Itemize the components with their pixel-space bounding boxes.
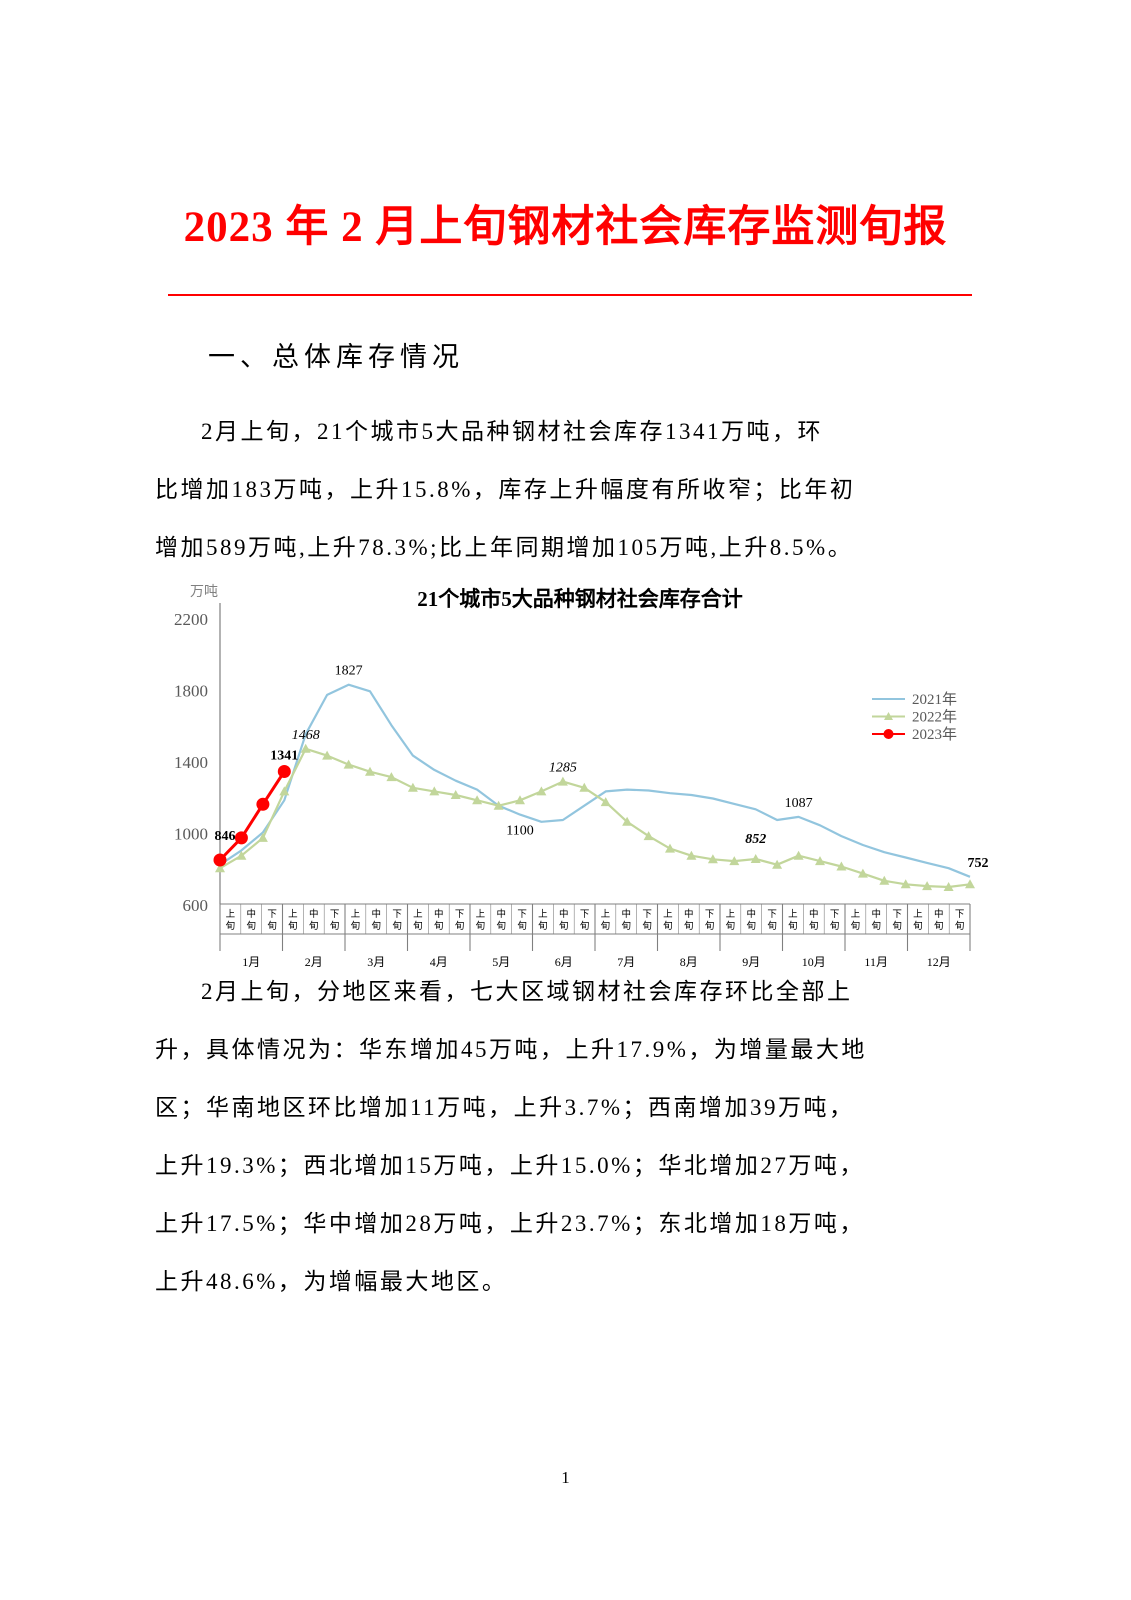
svg-text:旬: 旬: [642, 920, 652, 932]
svg-text:2022年: 2022年: [912, 709, 957, 726]
svg-text:下: 下: [330, 910, 340, 920]
svg-text:1827: 1827: [335, 664, 363, 679]
svg-text:旬: 旬: [746, 920, 756, 932]
svg-text:旬: 旬: [351, 920, 361, 932]
svg-text:上: 上: [663, 909, 673, 920]
svg-text:旬: 旬: [476, 920, 486, 932]
svg-text:中: 中: [246, 908, 256, 920]
svg-text:中: 中: [746, 908, 756, 920]
svg-text:846: 846: [215, 829, 236, 844]
svg-text:中: 中: [371, 908, 381, 920]
svg-text:2200: 2200: [174, 610, 208, 629]
svg-text:中: 中: [871, 908, 881, 920]
svg-text:旬: 旬: [392, 920, 402, 932]
svg-text:上: 上: [226, 909, 236, 920]
svg-text:1087: 1087: [785, 796, 813, 811]
svg-text:旬: 旬: [663, 920, 673, 932]
svg-text:中: 中: [621, 908, 631, 920]
svg-text:旬: 旬: [559, 920, 569, 932]
svg-text:旬: 旬: [892, 920, 902, 932]
svg-text:下: 下: [892, 910, 902, 920]
svg-text:旬: 旬: [809, 920, 819, 932]
svg-text:旬: 旬: [538, 920, 548, 932]
svg-text:旬: 旬: [830, 920, 840, 932]
svg-text:1000: 1000: [174, 825, 208, 844]
svg-text:下: 下: [455, 910, 465, 920]
svg-text:21个城市5大品种钢材社会库存合计: 21个城市5大品种钢材社会库存合计: [417, 587, 743, 611]
svg-text:中: 中: [559, 908, 569, 920]
svg-text:上: 上: [538, 909, 548, 920]
svg-text:1468: 1468: [292, 728, 320, 743]
svg-text:万吨: 万吨: [190, 584, 218, 600]
svg-text:旬: 旬: [309, 920, 319, 932]
svg-text:旬: 旬: [684, 920, 694, 932]
svg-text:旬: 旬: [601, 920, 611, 932]
svg-text:旬: 旬: [267, 920, 277, 932]
svg-text:上: 上: [851, 909, 861, 920]
svg-text:旬: 旬: [621, 920, 631, 932]
svg-text:1100: 1100: [506, 824, 533, 839]
svg-text:旬: 旬: [496, 920, 506, 932]
svg-text:旬: 旬: [517, 920, 527, 932]
svg-text:旬: 旬: [767, 920, 777, 932]
svg-text:旬: 旬: [226, 920, 236, 932]
svg-text:上: 上: [601, 909, 611, 920]
svg-text:旬: 旬: [330, 920, 340, 932]
svg-text:上: 上: [351, 909, 361, 920]
svg-text:旬: 旬: [913, 920, 923, 932]
svg-text:中: 中: [434, 908, 444, 920]
svg-text:下: 下: [392, 910, 402, 920]
svg-text:上: 上: [288, 909, 298, 920]
svg-text:下: 下: [705, 910, 715, 920]
svg-text:中: 中: [809, 908, 819, 920]
svg-text:下: 下: [767, 910, 777, 920]
svg-text:中: 中: [496, 908, 506, 920]
svg-text:下: 下: [830, 910, 840, 920]
svg-text:752: 752: [968, 856, 989, 871]
svg-text:1400: 1400: [174, 753, 208, 772]
svg-text:旬: 旬: [788, 920, 798, 932]
svg-text:1285: 1285: [549, 761, 577, 776]
svg-text:旬: 旬: [851, 920, 861, 932]
svg-text:旬: 旬: [246, 920, 256, 932]
svg-text:中: 中: [309, 908, 319, 920]
svg-text:旬: 旬: [934, 920, 944, 932]
svg-text:852: 852: [745, 832, 766, 847]
svg-text:600: 600: [183, 896, 209, 915]
svg-text:旬: 旬: [955, 920, 965, 932]
svg-text:中: 中: [934, 908, 944, 920]
svg-text:上: 上: [726, 909, 736, 920]
svg-text:旬: 旬: [413, 920, 423, 932]
svg-text:旬: 旬: [455, 920, 465, 932]
svg-text:中: 中: [684, 908, 694, 920]
svg-text:1341: 1341: [270, 749, 298, 764]
svg-text:旬: 旬: [580, 920, 590, 932]
svg-text:旬: 旬: [705, 920, 715, 932]
svg-text:1800: 1800: [174, 682, 208, 701]
svg-text:上: 上: [788, 909, 798, 920]
svg-text:下: 下: [517, 910, 527, 920]
svg-text:下: 下: [642, 910, 652, 920]
svg-text:2023年: 2023年: [912, 726, 957, 743]
svg-text:上: 上: [913, 909, 923, 920]
svg-text:旬: 旬: [434, 920, 444, 932]
svg-text:旬: 旬: [288, 920, 298, 932]
svg-text:下: 下: [580, 910, 590, 920]
svg-text:上: 上: [413, 909, 423, 920]
svg-text:2021年: 2021年: [912, 691, 957, 708]
svg-text:上: 上: [476, 909, 486, 920]
svg-text:下: 下: [267, 910, 277, 920]
svg-text:旬: 旬: [871, 920, 881, 932]
svg-text:下: 下: [955, 910, 965, 920]
svg-text:旬: 旬: [371, 920, 381, 932]
svg-text:旬: 旬: [726, 920, 736, 932]
